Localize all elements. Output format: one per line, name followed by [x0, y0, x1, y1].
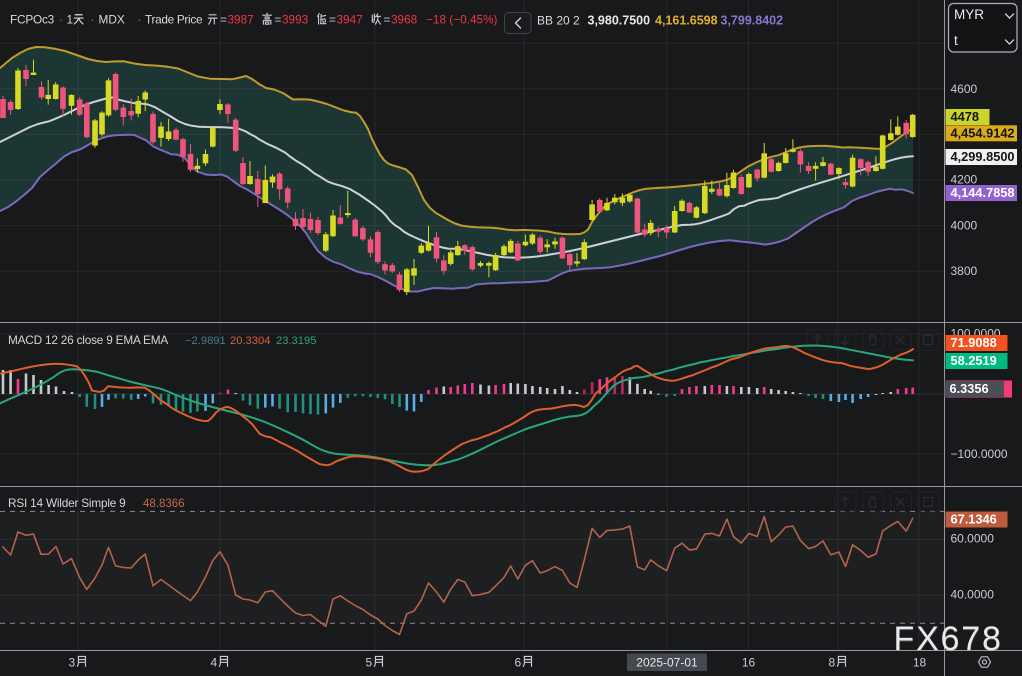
svg-text:3968: 3968 — [391, 13, 418, 27]
svg-text:FX678: FX678 — [894, 620, 1003, 658]
svg-text:t: t — [954, 33, 958, 48]
svg-text:FX678: FX678 — [894, 621, 1003, 659]
svg-text:40.0000: 40.0000 — [951, 588, 995, 602]
svg-text:3,980.7500: 3,980.7500 — [588, 14, 651, 28]
svg-text:FCPOc3: FCPOc3 — [10, 13, 55, 27]
svg-text:5: 5 — [366, 656, 373, 670]
svg-text:=: = — [275, 13, 282, 27]
svg-text:MACD 12 26 close 9 EMA EMA: MACD 12 26 close 9 EMA EMA — [8, 333, 168, 347]
svg-text:8: 8 — [829, 656, 836, 670]
svg-text:1: 1 — [67, 13, 74, 27]
svg-text:3,799.8402: 3,799.8402 — [721, 14, 784, 28]
svg-text:71.9088: 71.9088 — [951, 335, 997, 350]
svg-text:3: 3 — [69, 656, 76, 670]
svg-text:4600: 4600 — [951, 82, 978, 96]
svg-text:·: · — [59, 13, 63, 27]
svg-text:MDX: MDX — [99, 13, 125, 27]
svg-text:6.3356: 6.3356 — [950, 381, 989, 396]
svg-text:−100.0000: −100.0000 — [951, 447, 1008, 461]
svg-text:3800: 3800 — [951, 264, 978, 278]
svg-text:3993: 3993 — [282, 13, 309, 27]
svg-text:=: = — [329, 13, 336, 27]
svg-text:58.2519: 58.2519 — [951, 353, 997, 368]
svg-text:4,161.6598: 4,161.6598 — [655, 14, 718, 28]
svg-text:23.3195: 23.3195 — [276, 335, 316, 347]
svg-text:RSI 14 Wilder Simple 9: RSI 14 Wilder Simple 9 — [8, 496, 126, 510]
svg-text:6: 6 — [515, 656, 522, 670]
svg-text:20.3304: 20.3304 — [230, 335, 270, 347]
svg-text:4,454.9142: 4,454.9142 — [951, 126, 1015, 141]
svg-text:4,299.8500: 4,299.8500 — [951, 149, 1015, 164]
svg-text:4478: 4478 — [951, 109, 979, 124]
svg-text:Trade Price: Trade Price — [145, 13, 203, 27]
svg-text:MYR: MYR — [954, 7, 984, 22]
svg-text:4,144.7858: 4,144.7858 — [951, 185, 1015, 200]
svg-text:4200: 4200 — [951, 172, 978, 186]
svg-text:3947: 3947 — [337, 13, 363, 27]
svg-text:−18 (−0.45%): −18 (−0.45%) — [426, 13, 498, 27]
svg-text:·: · — [91, 13, 95, 27]
svg-text:3987: 3987 — [228, 13, 254, 27]
svg-text:BB 20 2: BB 20 2 — [537, 14, 580, 28]
svg-text:67.1346: 67.1346 — [951, 512, 997, 527]
svg-text:48.8366: 48.8366 — [143, 498, 185, 510]
svg-text:4: 4 — [211, 656, 218, 670]
svg-text:4000: 4000 — [951, 219, 978, 233]
svg-text:18: 18 — [913, 656, 927, 670]
svg-text:=: = — [220, 13, 227, 27]
svg-text:·: · — [138, 13, 142, 27]
svg-text:−2.9891: −2.9891 — [185, 335, 226, 347]
svg-text:60.0000: 60.0000 — [951, 532, 995, 546]
svg-text:16: 16 — [742, 656, 756, 670]
svg-text:=: = — [384, 13, 391, 27]
svg-text:2025-07-01: 2025-07-01 — [636, 656, 698, 670]
